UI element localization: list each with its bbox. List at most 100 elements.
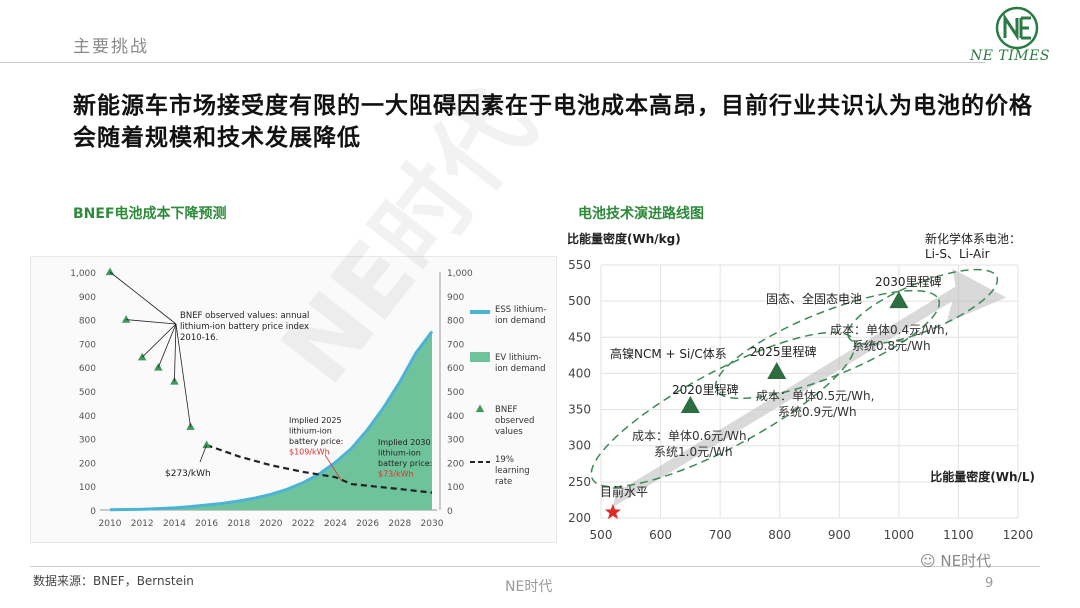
right-y-tick-label: 400 [447, 412, 464, 422]
region-solid-ellipse [714, 289, 941, 400]
page-headline: 新能源车市场接受度有限的一大阻碍因素在于电池成本高昂，目前行业共识认为电池的价格… [73, 92, 1033, 151]
legend-ess-label: ESS lithium- [495, 305, 546, 315]
left-y-tick-label: 500 [79, 388, 96, 398]
x-tick-label: 600 [649, 528, 672, 542]
right-y-tick-label: 900 [447, 293, 464, 303]
x-tick-label: 2018 [227, 519, 250, 529]
section-label: 主要挑战 [73, 37, 149, 57]
annotation-2030: battery price: [378, 459, 432, 468]
y-tick-label: 250 [568, 475, 591, 489]
right-y-tick-label: 100 [447, 483, 464, 493]
y-tick-label: 400 [568, 366, 591, 380]
milestone-cost: 成本：单体0.5元/Wh, [756, 389, 874, 403]
legend-learning-label: learning [495, 466, 530, 476]
learning-rate-line [206, 443, 433, 494]
right-chart-title: 电池技术演进路线图 [578, 206, 704, 222]
x-tick-label: 1200 [1003, 528, 1034, 542]
region-solid-label: 固态、全固态电池 [766, 291, 862, 306]
milestone-marker [889, 291, 909, 309]
legend-observed-label: BNEF [495, 405, 518, 415]
x-tick-label: 1100 [943, 528, 974, 542]
header-divider [0, 62, 985, 63]
legend-ev-label: ion demand [495, 364, 546, 374]
annotation-pointer [126, 319, 177, 325]
annotation-2025: Implied 2025 [289, 416, 342, 425]
x-tick-label: 2024 [324, 519, 347, 529]
logo-text: NE TIMES [970, 48, 1050, 64]
legend-ess-label: ion demand [495, 316, 546, 326]
left-y-tick-label: 900 [79, 293, 96, 303]
left-chart-title: BNEF电池成本下降预测 [73, 206, 227, 222]
ess-demand-line [109, 330, 434, 512]
annotation-pointer [109, 271, 177, 325]
annotation-pointer [174, 323, 177, 382]
right-y-tick-label: 300 [447, 436, 464, 446]
right-y-tick-label: 200 [447, 459, 464, 469]
region-new-label: 新化学体系电池： [925, 231, 1021, 246]
current-level-star [604, 503, 621, 520]
legend-learning-label: 19% [495, 455, 514, 465]
annotation-2025: lithium-ion [289, 427, 332, 436]
legend-learning-label: rate [495, 477, 512, 487]
left-y-tick-label: 200 [79, 459, 96, 469]
annotation-pointer [199, 444, 207, 463]
milestone-marker [767, 361, 787, 379]
annotation-pointer [157, 323, 177, 368]
annotation-2030: Implied 2030 [378, 438, 431, 447]
x-tick-label: 2014 [163, 519, 186, 529]
observed-value-marker [202, 440, 211, 449]
ev-demand-area [110, 331, 432, 510]
x-tick-label: 2012 [131, 519, 154, 529]
milestone-label: 2025里程碑 [750, 344, 817, 359]
legend-observed-label: observed [495, 416, 534, 426]
y-tick-label: 300 [568, 439, 591, 453]
milestone-cost-2: 系统0.9元/Wh [778, 405, 857, 419]
y-tick-label: 200 [568, 511, 591, 525]
page-number: 9 [985, 576, 994, 591]
x-axis-label: 比能量密度(Wh/L) [930, 469, 1035, 484]
ne-times-logo [995, 6, 1039, 50]
current-level-label: 目前水平 [600, 484, 648, 499]
data-source: 数据来源：BNEF，Bernstein [33, 574, 194, 588]
legend-ev-label: EV lithium- [495, 353, 541, 363]
region-ncm-ellipse [590, 331, 856, 488]
logo-icon [995, 6, 1039, 50]
milestone-label: 2030里程碑 [875, 274, 942, 289]
x-tick-label: 900 [828, 528, 851, 542]
wechat-badge: ☺ NE时代 [920, 550, 991, 571]
x-tick-label: 1000 [884, 528, 915, 542]
x-tick-label: 2022 [292, 519, 315, 529]
footer-divider [30, 566, 1040, 567]
y-tick-label: 350 [568, 403, 591, 417]
right-y-tick-label: 1,000 [447, 269, 473, 279]
x-tick-label: 2030 [421, 519, 444, 529]
y-tick-label: 500 [568, 294, 591, 308]
legend-observed-label: values [495, 427, 523, 437]
annotation-2030: lithium-ion [378, 449, 421, 458]
milestone-cost-2: 系统1.0元/Wh [654, 445, 733, 459]
x-tick-label: 2020 [260, 519, 283, 529]
milestone-marker [680, 395, 700, 413]
x-tick-label: 2016 [195, 519, 218, 529]
x-tick-label: 2026 [356, 519, 379, 529]
left-y-tick-label: 300 [79, 436, 96, 446]
left-y-tick-label: 100 [79, 483, 96, 493]
annotation-pointer [175, 323, 191, 427]
x-tick-label: 2010 [99, 519, 122, 529]
left-y-tick-label: 1,000 [70, 269, 96, 279]
x-tick-label: 800 [768, 528, 791, 542]
annotation-observed: BNEF observed values: annual [180, 311, 309, 321]
annotation-observed: lithium-ion battery price index [180, 322, 309, 332]
milestone-cost: 成本：单体0.6元/Wh, [632, 429, 750, 443]
observed-value-marker [137, 352, 147, 361]
annotation-2025-value: $109/kWh [289, 448, 330, 457]
annotation-2025: battery price: [289, 437, 343, 446]
region-new-label-2: Li-S、Li-Air [925, 247, 990, 261]
right-y-tick-label: 0 [447, 507, 453, 517]
footer-brand: NE时代 [505, 579, 553, 595]
region-ncm-label: 高镍NCM + Si/C体系 [610, 346, 727, 361]
y-axis-label: 比能量密度(Wh/kg) [567, 231, 681, 246]
left-y-tick-label: 600 [79, 364, 96, 374]
annotation-2030-value: $73/kWh [378, 470, 414, 479]
